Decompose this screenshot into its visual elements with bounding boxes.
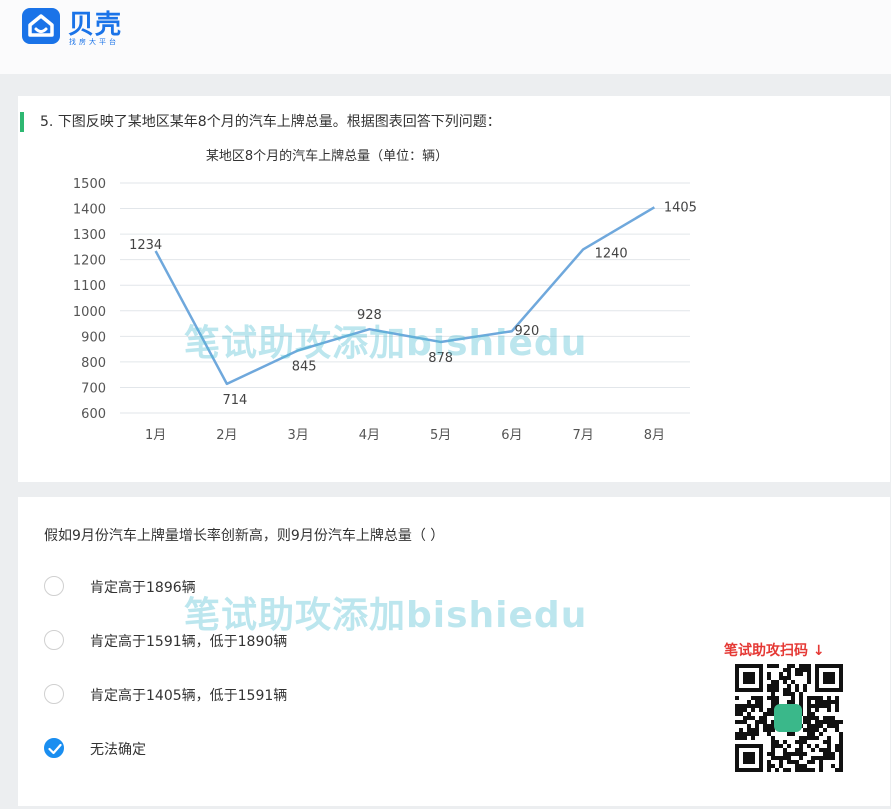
radio-unchecked-icon[interactable] xyxy=(44,630,64,650)
question-number: 5. xyxy=(40,114,54,130)
data-label: 928 xyxy=(357,308,382,323)
option-label: 无法确定 xyxy=(90,742,146,758)
top-bar: 贝壳 找房大平台 xyxy=(0,0,891,74)
sub-question-text: 假如9月份汽车上牌量增长率创新高，则9月份汽车上牌总量（ ） xyxy=(44,528,445,544)
data-label: 845 xyxy=(292,359,317,374)
y-tick-label: 600 xyxy=(81,407,106,422)
qr-center-logo-icon xyxy=(774,704,802,732)
question-accent-bar xyxy=(20,112,24,132)
data-label: 714 xyxy=(222,393,247,408)
x-tick-label: 2月 xyxy=(216,428,237,443)
y-tick-label: 800 xyxy=(81,356,106,371)
chart-title: 某地区8个月的汽车上牌总量（单位：辆） xyxy=(206,148,448,164)
brand-subtitle: 找房大平台 xyxy=(69,38,119,46)
x-tick-label: 1月 xyxy=(145,428,166,443)
data-label: 1240 xyxy=(595,246,628,261)
x-tick-label: 5月 xyxy=(430,428,451,443)
line-chart: 某地区8个月的汽车上牌总量（单位：辆） 1500 1400 1300 1200 1100… xyxy=(73,148,697,443)
x-tick-label: 4月 xyxy=(359,428,380,443)
data-label: 920 xyxy=(514,324,539,339)
x-tick-label: 3月 xyxy=(287,428,308,443)
data-label: 878 xyxy=(428,351,453,366)
y-tick-label: 1000 xyxy=(73,305,106,320)
x-tick-label: 6月 xyxy=(501,428,522,443)
radio-unchecked-icon[interactable] xyxy=(44,576,64,596)
option-label: 肯定高于1591辆，低于1890辆 xyxy=(90,634,288,650)
y-tick-label: 1400 xyxy=(73,203,106,218)
watermark-text: 笔试助攻添加bishiedu xyxy=(184,595,588,636)
question-text: 5. 下图反映了某地区某年8个月的汽车上牌总量。根据图表回答下列问题： xyxy=(40,111,501,131)
series-line xyxy=(154,206,656,386)
x-tick-label: 8月 xyxy=(644,428,665,443)
brand-name: 贝壳 xyxy=(68,10,123,40)
data-label: 1405 xyxy=(664,200,697,215)
y-tick-label: 900 xyxy=(81,330,106,345)
y-tick-label: 1300 xyxy=(73,228,106,243)
y-tick-label: 700 xyxy=(81,381,106,396)
watermark-text: 笔试助攻添加bishiedu xyxy=(184,323,588,364)
x-tick-label: 7月 xyxy=(572,428,593,443)
beike-logo-icon[interactable] xyxy=(22,8,60,44)
promo-text: 笔试助攻扫码 ↓ xyxy=(724,643,825,659)
question-card xyxy=(18,96,890,482)
radio-unchecked-icon[interactable] xyxy=(44,684,64,704)
option-label: 肯定高于1896辆 xyxy=(90,580,196,596)
y-tick-label: 1500 xyxy=(73,177,106,192)
option-label: 肯定高于1405辆，低于1591辆 xyxy=(90,688,288,704)
question-body: 下图反映了某地区某年8个月的汽车上牌总量。根据图表回答下列问题： xyxy=(57,114,501,130)
y-tick-label: 1100 xyxy=(73,279,106,294)
radio-checked-icon[interactable] xyxy=(44,738,64,758)
data-label: 1234 xyxy=(129,238,162,253)
y-tick-label: 1200 xyxy=(73,254,106,269)
